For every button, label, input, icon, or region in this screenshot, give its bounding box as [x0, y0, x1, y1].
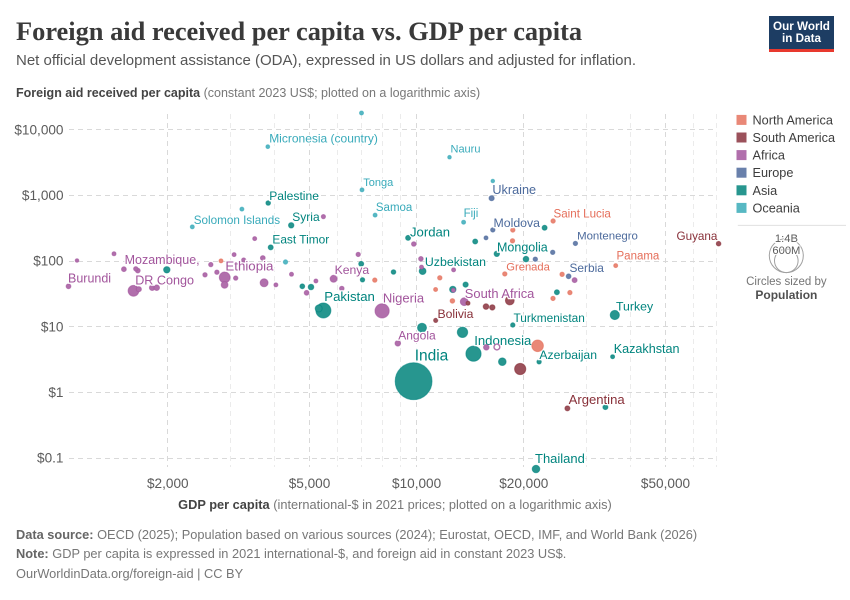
svg-text:Circles sized by: Circles sized by — [746, 276, 827, 288]
svg-text:Population: Population — [755, 288, 817, 302]
svg-text:Asia: Asia — [753, 184, 779, 198]
svg-text:Argentina: Argentina — [569, 392, 626, 407]
svg-text:South America: South America — [753, 131, 836, 145]
svg-text:Pakistan: Pakistan — [324, 289, 375, 304]
svg-text:$0.1: $0.1 — [37, 451, 63, 466]
svg-text:Panama: Panama — [617, 251, 660, 263]
svg-text:Angola: Angola — [398, 328, 436, 342]
svg-text:Montenegro: Montenegro — [577, 230, 638, 242]
svg-text:GDP per capita (international-: GDP per capita (international-$ in 2021 … — [178, 497, 612, 512]
svg-text:Moldova: Moldova — [494, 216, 541, 230]
svg-text:Syria: Syria — [292, 210, 320, 224]
svg-text:Samoa: Samoa — [376, 202, 413, 214]
svg-text:Turkey: Turkey — [616, 299, 654, 313]
svg-text:Uzbekistan: Uzbekistan — [425, 255, 486, 269]
svg-text:Grenada: Grenada — [506, 262, 550, 274]
svg-text:Mongolia: Mongolia — [497, 241, 548, 255]
svg-text:DR Congo: DR Congo — [135, 274, 194, 288]
svg-text:Kazakhstan: Kazakhstan — [614, 342, 680, 356]
svg-text:East Timor: East Timor — [272, 233, 329, 247]
svg-text:$5,000: $5,000 — [289, 476, 331, 491]
svg-text:Palestine: Palestine — [269, 189, 319, 203]
svg-text:Ethiopia: Ethiopia — [225, 259, 274, 274]
svg-text:North America: North America — [753, 113, 834, 127]
svg-text:Nigeria: Nigeria — [383, 290, 425, 305]
svg-text:$50,000: $50,000 — [641, 476, 691, 491]
svg-text:India: India — [415, 347, 449, 364]
svg-text:$1,000: $1,000 — [22, 188, 64, 203]
svg-text:$10: $10 — [41, 319, 64, 334]
svg-text:Saint Lucia: Saint Lucia — [554, 208, 612, 221]
svg-text:Fiji: Fiji — [464, 208, 479, 220]
svg-text:Indonesia: Indonesia — [474, 333, 532, 348]
svg-text:Tonga: Tonga — [363, 177, 394, 189]
svg-text:Bolivia: Bolivia — [438, 307, 474, 321]
svg-text:$100: $100 — [33, 254, 64, 269]
svg-text:1:4B: 1:4B — [775, 233, 798, 245]
svg-text:Europe: Europe — [753, 166, 794, 180]
svg-text:Thailand: Thailand — [535, 451, 585, 466]
svg-text:Nauru: Nauru — [451, 143, 481, 155]
svg-text:Africa: Africa — [753, 149, 786, 163]
svg-text:Micronesia (country): Micronesia (country) — [269, 132, 378, 146]
svg-text:Kenya: Kenya — [335, 263, 370, 277]
svg-text:$1: $1 — [48, 385, 63, 400]
svg-text:Jordan: Jordan — [410, 224, 450, 239]
svg-text:Serbia: Serbia — [570, 261, 605, 275]
svg-text:$10,000: $10,000 — [14, 122, 64, 137]
svg-text:Guyana: Guyana — [677, 230, 718, 243]
svg-text:Turkmenistan: Turkmenistan — [514, 311, 585, 325]
svg-text:$2,000: $2,000 — [147, 476, 189, 491]
svg-text:Mozambique,: Mozambique, — [125, 253, 200, 267]
svg-text:Ukraine: Ukraine — [492, 183, 536, 197]
svg-text:Oceania: Oceania — [753, 201, 801, 215]
svg-text:600M: 600M — [772, 245, 800, 257]
svg-text:Solomon Islands: Solomon Islands — [194, 214, 281, 227]
svg-text:$10,000: $10,000 — [392, 476, 442, 491]
svg-text:$20,000: $20,000 — [499, 476, 549, 491]
svg-text:Burundi: Burundi — [68, 272, 111, 286]
svg-text:South Africa: South Africa — [465, 286, 535, 301]
svg-text:Azerbaijan: Azerbaijan — [539, 348, 597, 362]
